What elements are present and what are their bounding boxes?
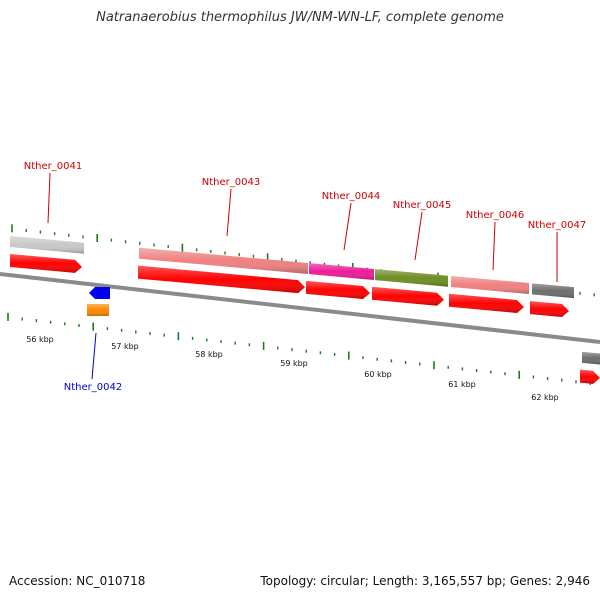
feature-Nther_0043-shade <box>139 247 308 275</box>
feature-partial-shade <box>582 351 600 365</box>
leader-Nther_0043 <box>226 188 232 237</box>
genome-summary-text: Topology: circular; Length: 3,165,557 bp… <box>260 574 590 588</box>
inner-tick-ring <box>7 312 591 385</box>
kbp-label: 61 kbp <box>448 380 476 389</box>
feature-track <box>10 236 600 365</box>
feature-Nther_0046-shade <box>451 275 529 295</box>
cds-Nther_0043-shade <box>138 265 305 294</box>
gene-labels: Nther_0041 Nther_0042 Nther_0043 Nther_0044… <box>24 161 586 393</box>
cds-Nther_0044-shade <box>306 280 370 300</box>
kbp-label: 56 kbp <box>26 335 54 344</box>
feature-Nther_0042-shade <box>87 304 109 316</box>
feature-Nther_0045-shade <box>375 269 448 287</box>
leader-Nther_0044 <box>343 202 352 251</box>
cds-Nther_0046-shade <box>449 293 524 313</box>
cds-partial-shade <box>580 369 600 384</box>
leader-Nther_0045 <box>414 211 423 261</box>
cds-Nther_0047-shade <box>530 301 569 318</box>
leader-Nther_0041 <box>47 172 51 224</box>
genome-backbone <box>0 272 600 344</box>
feature-Nther_0047-shade <box>532 283 574 299</box>
gene-label-Nther_0043: Nther_0043 <box>202 177 260 188</box>
kbp-label: 57 kbp <box>111 342 139 351</box>
kbp-scale: 56 kbp 57 kbp 58 kbp 59 kbp 60 kbp 61 kbp 62 k… <box>26 335 559 402</box>
feature-Nther_0041-shade <box>10 236 84 254</box>
cds-track <box>10 254 600 384</box>
kbp-label: 59 kbp <box>280 359 308 368</box>
cds-Nther_0042 <box>89 287 110 299</box>
gene-label-Nther_0045: Nther_0045 <box>393 200 451 211</box>
kbp-label: 62 kbp <box>531 393 559 402</box>
feature-Nther_0044-shade <box>309 263 374 281</box>
gene-label-Nther_0046: Nther_0046 <box>466 210 524 221</box>
gene-label-Nther_0042: Nther_0042 <box>64 382 122 393</box>
leader-Nther_0046 <box>492 221 496 271</box>
cds-Nther_0045-shade <box>372 286 444 306</box>
genome-title: Natranaerobius thermophilus JW/NM-WN-LF,… <box>96 10 504 25</box>
kbp-label: 60 kbp <box>364 370 392 379</box>
gene-label-Nther_0044: Nther_0044 <box>322 191 380 202</box>
label-leaders <box>47 172 558 380</box>
gene-label-Nther_0047: Nther_0047 <box>528 220 586 231</box>
gene-label-Nther_0041: Nther_0041 <box>24 161 82 172</box>
leader-Nther_0042 <box>91 332 97 380</box>
cds-Nther_0041-shade <box>10 254 82 273</box>
kbp-label: 58 kbp <box>195 350 223 359</box>
accession-text: Accession: NC_010718 <box>9 574 146 588</box>
